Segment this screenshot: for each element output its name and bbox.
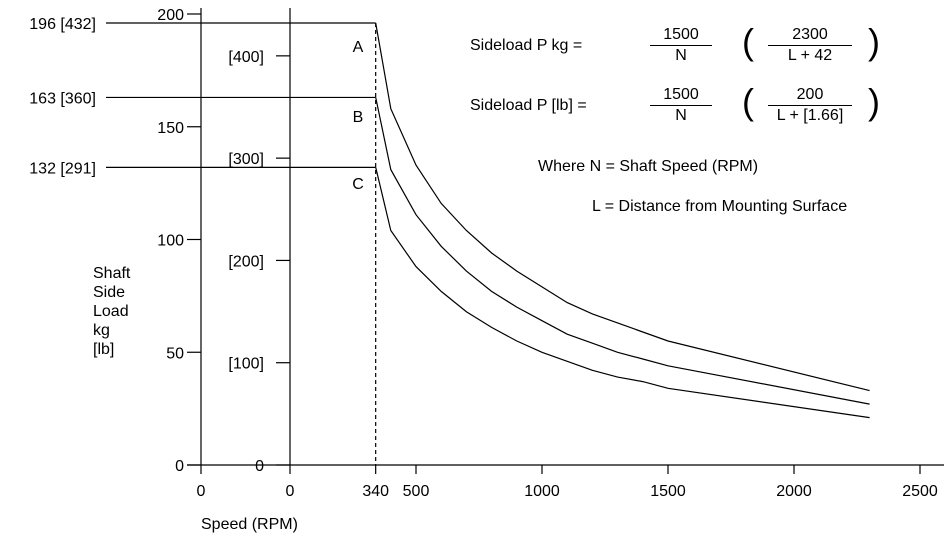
curves (375, 22, 870, 419)
kg-tick-label: 0 (175, 458, 184, 475)
formula-lb-close-paren: ) (868, 81, 880, 122)
formula-kg-open-paren: ( (742, 21, 754, 62)
curve-C (375, 167, 870, 419)
x-tick-label: 500 (403, 483, 430, 500)
formula-lb-open-paren: ( (742, 81, 754, 122)
formula-kg-fraction-1: 1500 N (650, 26, 712, 65)
formula-lb-label: Sideload P [lb] = (470, 97, 587, 114)
numerator: 2300 (768, 26, 852, 46)
y-axis-label-line: [lb] (93, 341, 115, 358)
x-tick-label: 1500 (650, 483, 686, 500)
formula-kg-label: Sideload P kg = (470, 37, 583, 54)
curve-label-A: A (353, 39, 364, 56)
x-tick-label: 340 (362, 483, 389, 500)
lb-tick-label: 0 (255, 458, 264, 475)
kg-tick-label: 150 (157, 120, 184, 137)
x-tick-label: 1000 (524, 483, 560, 500)
denominator: N (675, 47, 687, 64)
x-tick-label: 0 (197, 483, 206, 500)
level-label-A: 196 [432] (29, 16, 96, 33)
curve-label-B: B (353, 109, 364, 126)
level-label-C: 132 [291] (29, 160, 96, 177)
numerator: 1500 (650, 26, 712, 46)
kg-tick-label: 50 (166, 345, 184, 362)
numerator: 1500 (650, 86, 712, 106)
lb-tick-label: [100] (228, 356, 264, 373)
kg-tick-label: 100 (157, 233, 184, 250)
lb-tick-label: [300] (228, 151, 264, 168)
formula-kg-close-paren: ) (868, 21, 880, 62)
y-axis-label-line: Shaft (93, 265, 131, 282)
y-axis-label-line: Side (93, 284, 126, 301)
y-axis-label-line: kg (93, 322, 110, 339)
lb-tick-label: [400] (228, 49, 264, 66)
y-axis-label: Shaft Side Load kg [lb] (93, 264, 130, 359)
axes (187, 8, 944, 466)
numerator: 200 (768, 86, 852, 106)
denominator: L + 42 (787, 47, 833, 64)
note-where-n: Where N = Shaft Speed (RPM) (538, 158, 759, 175)
lb-tick-label: [200] (228, 253, 264, 270)
x-tick-label: 2000 (776, 483, 812, 500)
denominator: N (675, 107, 687, 124)
level-lines (106, 22, 376, 168)
note-where-l: L = Distance from Mounting Surface (592, 198, 848, 215)
level-label-B: 163 [360] (29, 90, 96, 107)
curve-label-C: C (352, 176, 364, 193)
kg-tick-label: 200 (157, 7, 184, 24)
formula-lb-fraction-1: 1500 N (650, 86, 712, 125)
ticks (187, 13, 921, 474)
formula-lb-fraction-2: 200 L + [1.66] (768, 86, 852, 125)
x-axis-label: Speed (RPM) (201, 516, 298, 533)
curve-B (375, 97, 870, 405)
x-tick-label: 0 (286, 483, 295, 500)
x-tick-label: 2500 (902, 483, 938, 500)
curve-A (375, 22, 870, 392)
formula-kg-fraction-2: 2300 L + 42 (768, 26, 852, 65)
y-axis-label-line: Load (93, 303, 129, 320)
denominator: L + [1.66] (776, 107, 844, 124)
